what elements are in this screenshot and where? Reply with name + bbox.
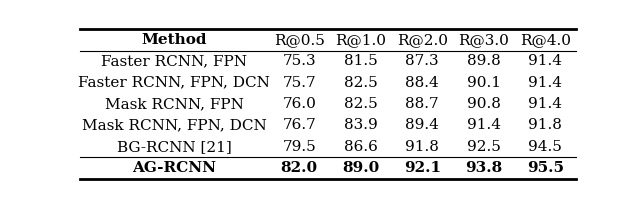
Text: 88.4: 88.4 — [405, 76, 439, 90]
Text: Mask RCNN, FPN, DCN: Mask RCNN, FPN, DCN — [82, 118, 267, 132]
Text: 89.8: 89.8 — [467, 54, 500, 68]
Text: 90.1: 90.1 — [467, 76, 500, 90]
Text: 89.0: 89.0 — [342, 161, 380, 175]
Text: 90.8: 90.8 — [467, 97, 500, 111]
Text: AG-RCNN: AG-RCNN — [132, 161, 216, 175]
Text: BG-RCNN [21]: BG-RCNN [21] — [117, 140, 232, 154]
Text: Method: Method — [141, 33, 207, 47]
Text: 81.5: 81.5 — [344, 54, 378, 68]
Text: 92.1: 92.1 — [404, 161, 441, 175]
Text: R@1.0: R@1.0 — [335, 33, 386, 47]
Text: 94.5: 94.5 — [528, 140, 562, 154]
Text: R@2.0: R@2.0 — [397, 33, 448, 47]
Text: 91.4: 91.4 — [528, 76, 563, 90]
Text: 91.4: 91.4 — [528, 54, 563, 68]
Text: 86.6: 86.6 — [344, 140, 378, 154]
Text: 82.0: 82.0 — [281, 161, 318, 175]
Text: 88.7: 88.7 — [405, 97, 439, 111]
Text: R@3.0: R@3.0 — [458, 33, 509, 47]
Text: 75.7: 75.7 — [282, 76, 316, 90]
Text: R@0.5: R@0.5 — [274, 33, 324, 47]
Text: 89.4: 89.4 — [405, 118, 439, 132]
Text: 82.5: 82.5 — [344, 76, 378, 90]
Text: 82.5: 82.5 — [344, 97, 378, 111]
Text: 79.5: 79.5 — [282, 140, 316, 154]
Text: R@4.0: R@4.0 — [520, 33, 571, 47]
Text: 91.4: 91.4 — [467, 118, 500, 132]
Text: 92.5: 92.5 — [467, 140, 500, 154]
Text: Faster RCNN, FPN, DCN: Faster RCNN, FPN, DCN — [78, 76, 270, 90]
Text: Faster RCNN, FPN: Faster RCNN, FPN — [101, 54, 247, 68]
Text: 95.5: 95.5 — [527, 161, 564, 175]
Text: 76.0: 76.0 — [282, 97, 316, 111]
Text: 91.4: 91.4 — [528, 97, 563, 111]
Text: Mask RCNN, FPN: Mask RCNN, FPN — [105, 97, 244, 111]
Text: 91.8: 91.8 — [405, 140, 439, 154]
Text: 87.3: 87.3 — [405, 54, 439, 68]
Text: 93.8: 93.8 — [465, 161, 502, 175]
Text: 75.3: 75.3 — [282, 54, 316, 68]
Text: 76.7: 76.7 — [282, 118, 316, 132]
Text: 83.9: 83.9 — [344, 118, 378, 132]
Text: 91.8: 91.8 — [528, 118, 562, 132]
